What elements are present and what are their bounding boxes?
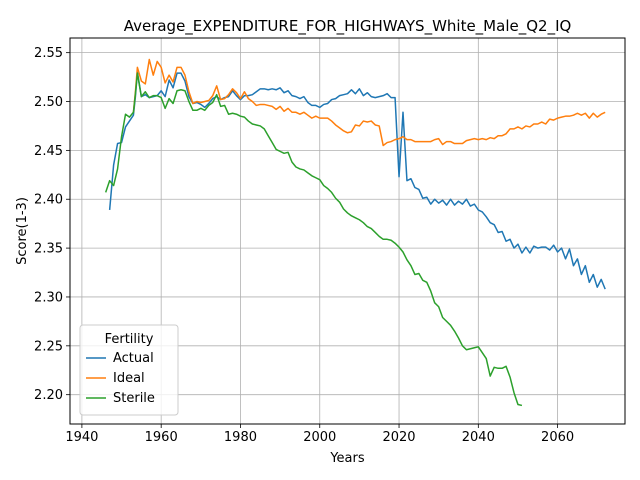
x-tick-label: 2040 (462, 430, 495, 445)
y-tick-label: 2.25 (34, 339, 63, 354)
chart-title: Average_EXPENDITURE_FOR_HIGHWAYS_White_M… (124, 17, 572, 36)
x-axis: 1940 1960 1980 2000 2020 2040 2060 (65, 424, 574, 445)
legend-items: Actual Ideal Sterile (86, 351, 155, 406)
y-tick-label: 2.20 (34, 388, 63, 403)
legend-label-sterile: Sterile (113, 391, 155, 406)
series-layer (104, 58, 606, 407)
series-line-actual (108, 71, 606, 290)
y-tick-label: 2.50 (34, 95, 63, 110)
legend-box (79, 324, 179, 416)
x-tick-label: 1960 (145, 430, 178, 445)
x-axis-label: Years (329, 451, 365, 466)
y-tick-label: 2.40 (34, 193, 63, 208)
series-line-ideal (132, 58, 606, 147)
y-tick-label: 2.45 (34, 144, 63, 159)
x-tick-label: 2060 (541, 430, 574, 445)
legend: Fertility Actual Ideal Sterile (79, 324, 179, 416)
y-axis-label: Score(1-3) (15, 197, 30, 265)
plot-frame (69, 37, 626, 425)
series-line-sterile (104, 72, 523, 407)
y-tick-label: 2.35 (34, 242, 63, 257)
legend-title: Fertility (105, 332, 154, 347)
x-tick-label: 2000 (303, 430, 336, 445)
x-tick-label: 1980 (224, 430, 257, 445)
y-axis: 2.20 2.25 2.30 2.35 2.40 2.45 2.50 2.55 (34, 46, 70, 403)
legend-label-actual: Actual (113, 351, 154, 366)
y-tick-label: 2.30 (34, 290, 63, 305)
legend-label-ideal: Ideal (113, 371, 145, 386)
x-tick-label: 1940 (65, 430, 98, 445)
y-tick-label: 2.55 (34, 46, 63, 61)
x-tick-label: 2020 (382, 430, 415, 445)
